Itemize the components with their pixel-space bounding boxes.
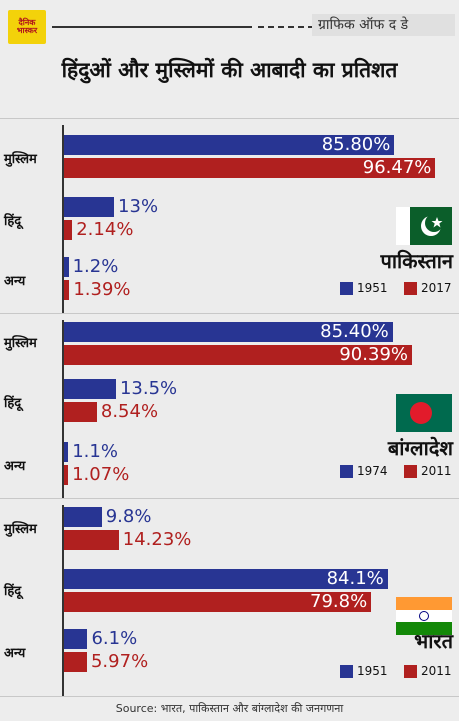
bar-series-1 [64,135,395,155]
data-label: 1.2% [72,256,119,277]
bar-series-2 [64,592,372,612]
data-label: 96.47% [362,157,432,178]
bar-series-1 [64,629,88,649]
bar-series-1 [64,322,393,342]
bar-series-1 [64,257,69,277]
data-label: 2.14% [76,219,134,240]
data-label: 1.1% [72,441,118,462]
legend-label: 1951 [357,664,388,678]
bangladesh-flag [396,394,452,432]
data-label: 84.1% [326,568,384,589]
data-label: 13.5% [119,378,178,399]
chart-axis [62,320,64,498]
legend-entry: 1974 [340,464,388,478]
category-label: हिंदू [4,396,22,411]
category-label: अन्य [4,646,26,661]
bar-series-1 [64,379,116,399]
header: दैनिक भास्कर ग्राफिक ऑफ द डे हिंदुओं और … [0,0,459,110]
data-label: 90.39% [339,344,408,365]
data-label: 5.97% [90,651,149,672]
legend-entry: 1951 [340,281,388,295]
category-label: अन्य [4,274,26,289]
data-label: 14.23% [122,529,192,550]
legend-label: 1951 [357,281,388,295]
category-label: अन्य [4,459,26,474]
legend-swatch [404,281,417,295]
data-label: 6.1% [91,628,138,649]
pakistan-flag [396,207,452,245]
legend-swatch [340,664,353,678]
source-note: Source: भारत, पाकिस्तान और बांग्लादेश की… [0,696,459,721]
country-chart-panel: मुस्लिम 85.80% 96.47% हिंदू 13% 2.14% अन्य 1.2%… [0,118,459,313]
header-dashed-rule [258,26,314,28]
header-rule [52,26,252,28]
bar-series-2 [64,652,87,672]
country-name: बांग्लादेश [387,436,453,460]
legend-swatch [404,464,417,478]
category-label: मुस्लिम [4,336,37,351]
legend-swatch [340,281,353,295]
bar-series-2 [64,280,70,300]
bar-series-1 [64,569,388,589]
bar-series-1 [64,507,102,527]
data-label: 1.07% [72,464,130,485]
legend-entry: 2011 [404,664,452,678]
bar-series-2 [64,345,412,365]
bar-series-2 [64,530,119,550]
legend-label: 2017 [421,281,452,295]
legend-swatch [340,464,353,478]
data-label: 13% [118,196,159,217]
india-flag [396,597,452,635]
country-name: पाकिस्तान [380,249,453,273]
bar-series-2 [64,465,69,485]
category-label: हिंदू [4,214,22,229]
data-label: 85.40% [320,321,389,342]
data-label: 9.8% [105,506,152,527]
graphic-of-the-day-tag: ग्राफिक ऑफ द डे [312,14,455,36]
data-label: 8.54% [100,401,159,422]
legend-swatch [404,664,417,678]
legend-entry: 2017 [404,281,452,295]
bar-series-2 [64,220,73,240]
bar-series-1 [64,197,115,217]
logo-text: दैनिक भास्कर [16,18,38,35]
chart-title: हिंदुओं और मुस्लिमों की आबादी का प्रतिशत [61,58,398,82]
bar-series-2 [64,158,436,178]
legend-label: 2011 [421,464,452,478]
bar-series-2 [64,402,97,422]
data-label: 79.8% [310,591,368,612]
category-label: हिंदू [4,584,22,599]
bar-series-1 [64,442,69,462]
category-label: मुस्लिम [4,522,37,537]
category-label: मुस्लिम [4,152,37,167]
data-label: 85.80% [321,134,391,155]
legend-entry: 1951 [340,664,388,678]
chart-axis [62,505,64,696]
dainik-bhaskar-logo: दैनिक भास्कर [8,10,46,44]
legend-label: 2011 [421,664,452,678]
data-label: 1.39% [73,279,131,300]
country-chart-panel: मुस्लिम 85.40% 90.39% हिंदू 13.5% 8.54% अन्य 1.… [0,313,459,498]
country-chart-panel: मुस्लिम 9.8% 14.23% हिंदू 84.1% 79.8% अन्य 6.1%… [0,498,459,696]
chart-axis [62,125,64,313]
legend-label: 1974 [357,464,388,478]
legend-entry: 2011 [404,464,452,478]
